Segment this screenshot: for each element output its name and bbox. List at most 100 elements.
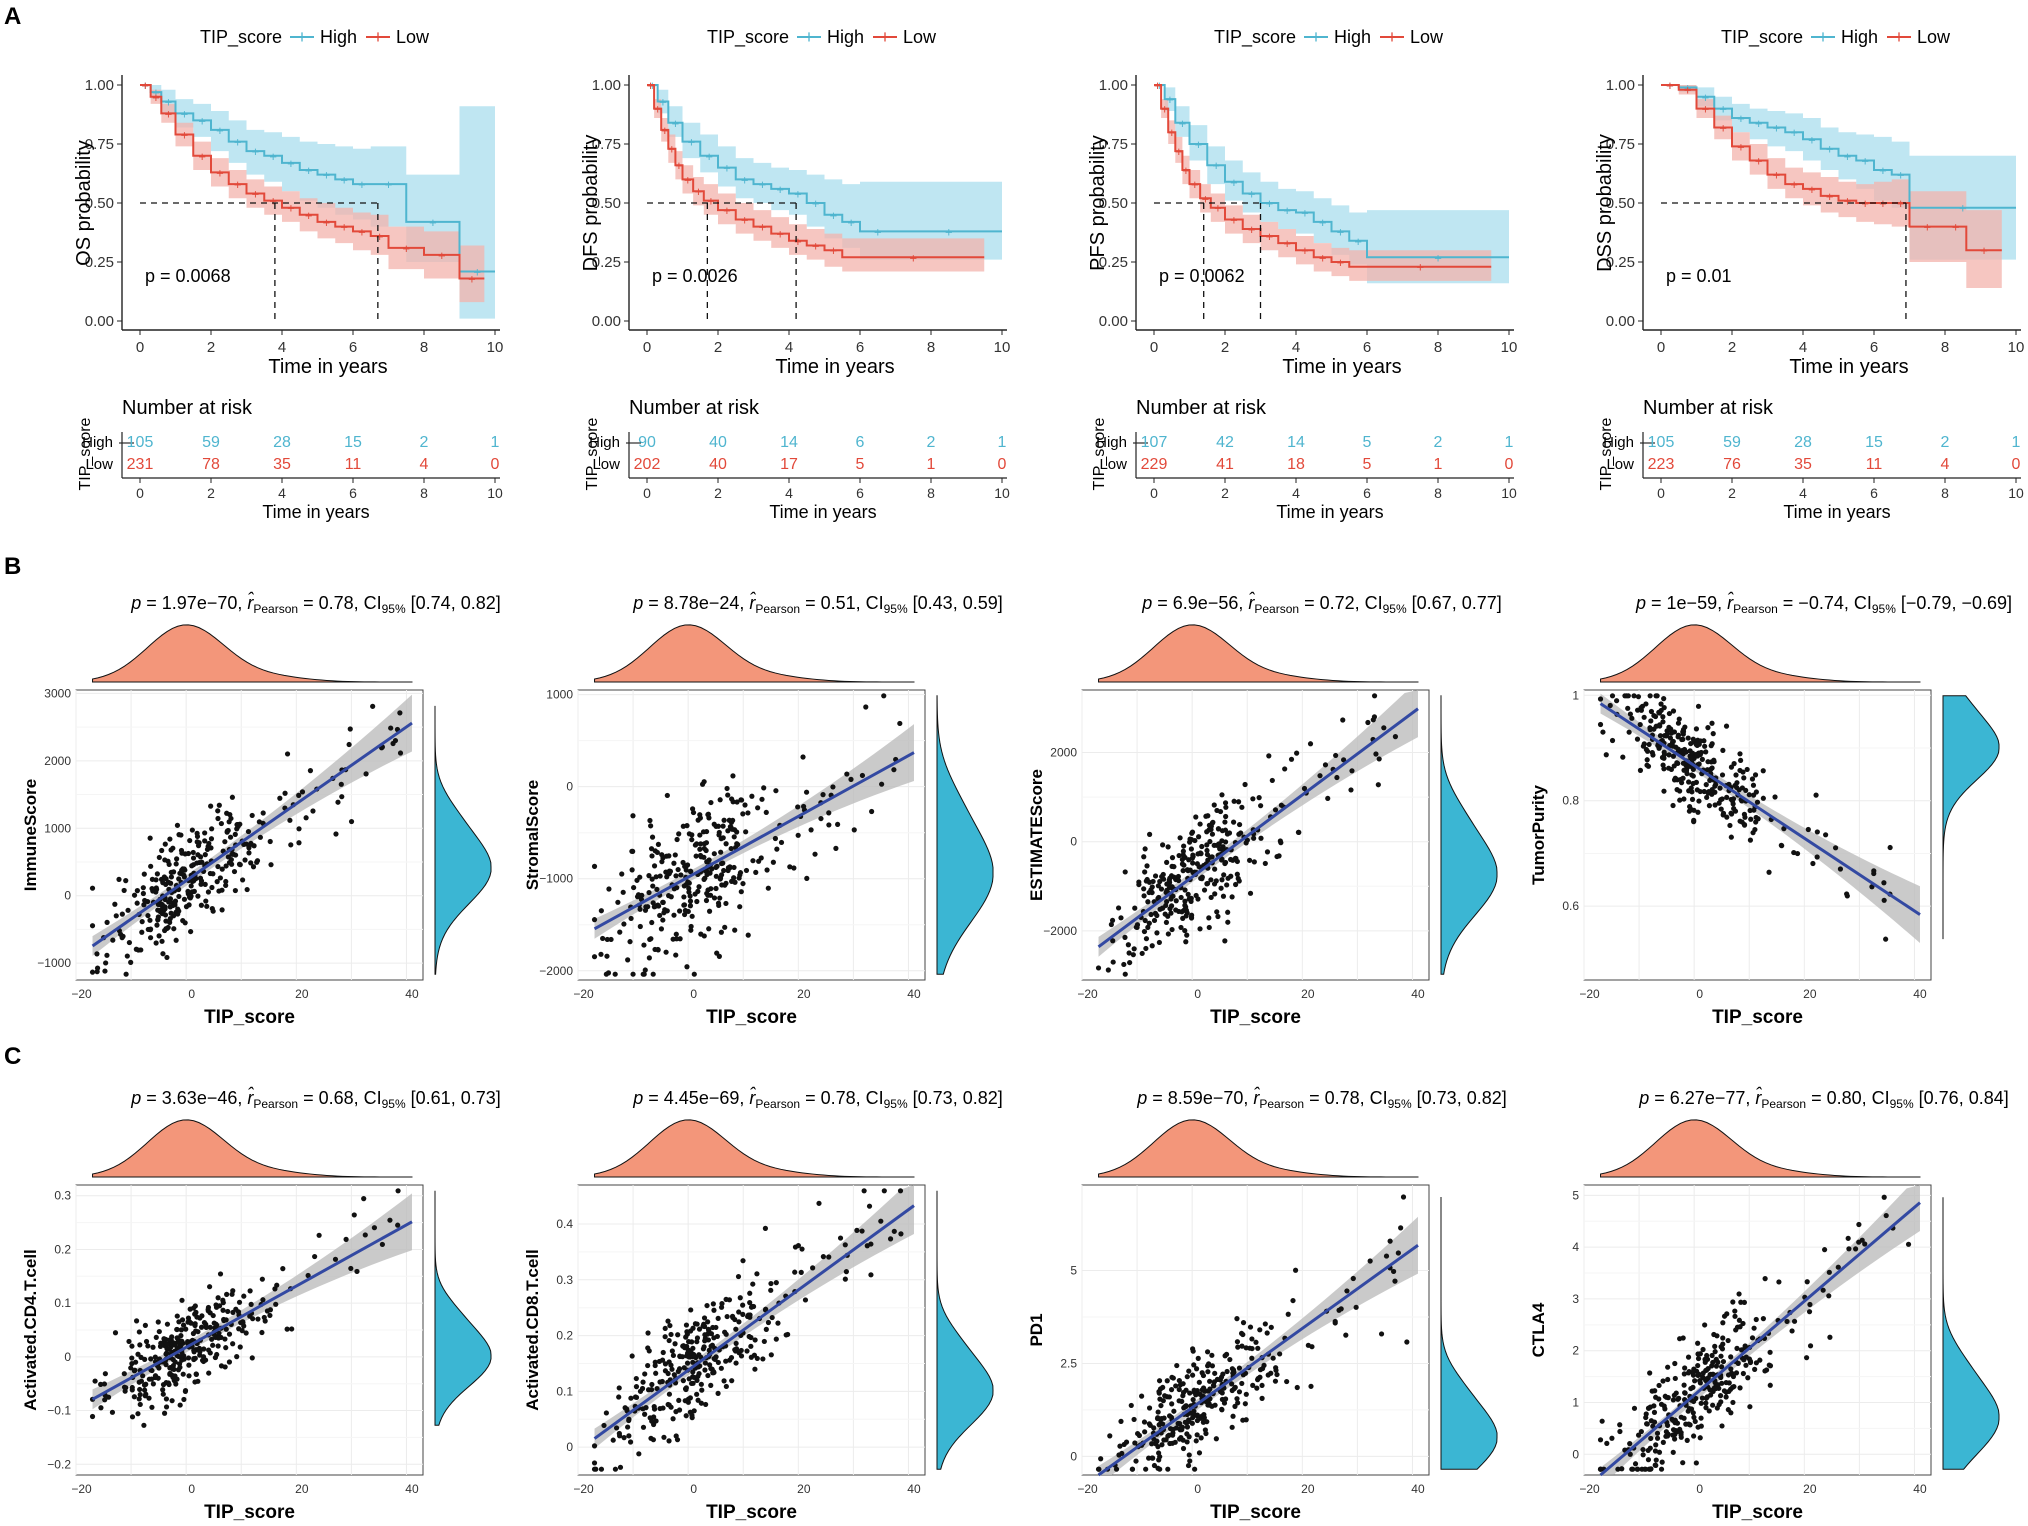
data-point: [1699, 1395, 1705, 1401]
risk-x-tick-label: 0: [643, 485, 651, 501]
high-censor-mark: +: [1230, 175, 1238, 190]
data-point: [160, 1391, 166, 1397]
data-point: [633, 1384, 640, 1390]
low-censor-mark: +: [707, 194, 715, 209]
data-point: [897, 1188, 904, 1194]
high-censor-mark: +: [340, 172, 348, 187]
data-point: [1145, 899, 1151, 905]
data-point: [1725, 1337, 1731, 1344]
r-subscript: Pearson: [253, 602, 298, 616]
data-point: [816, 1200, 822, 1206]
data-point: [208, 836, 215, 842]
data-point: [649, 853, 655, 859]
data-point: [647, 936, 653, 943]
data-point: [732, 879, 738, 885]
data-point: [1631, 1405, 1638, 1411]
data-point: [168, 869, 174, 875]
data-point: [156, 1365, 162, 1371]
data-point: [1713, 1385, 1719, 1392]
p-value: = 1e−59,: [1646, 593, 1727, 613]
data-point: [230, 1341, 236, 1347]
data-point: [1282, 766, 1288, 772]
data-point: [1684, 771, 1690, 777]
data-point: [1146, 1405, 1153, 1411]
data-point: [1738, 757, 1744, 764]
data-point: [1629, 715, 1635, 721]
data-point: [694, 1377, 700, 1383]
data-point: [1258, 835, 1264, 841]
data-point: [124, 953, 130, 959]
data-point: [1728, 810, 1734, 816]
data-point: [1191, 1408, 1197, 1414]
legend-low-label: Low: [1410, 27, 1444, 47]
data-point: [153, 885, 159, 891]
x-tick-label: 40: [1411, 987, 1425, 1001]
data-point: [673, 936, 680, 942]
data-point: [717, 797, 723, 803]
data-point: [1645, 1447, 1651, 1454]
data-point: [197, 1349, 203, 1355]
data-point: [613, 1425, 620, 1431]
data-point: [1692, 1418, 1698, 1425]
data-point: [667, 868, 674, 874]
low-censor-mark: +: [1755, 154, 1763, 169]
data-point: [649, 1381, 655, 1388]
data-point: [267, 838, 273, 845]
sc-purity-group: p = 1e−59, r̂Pearson = −0.74, CI95% [−0.…: [1529, 592, 2012, 1028]
data-point: [89, 969, 96, 975]
data-point: [1131, 1416, 1137, 1423]
data-point: [690, 1325, 696, 1331]
legend-high-plus-icon: +: [297, 27, 308, 47]
data-point: [1179, 1427, 1185, 1433]
risk-axis-title: TIP_score: [584, 417, 601, 490]
data-point: [1222, 1396, 1229, 1402]
data-point: [1173, 1383, 1179, 1389]
data-point: [388, 725, 394, 731]
data-point: [1182, 1419, 1188, 1425]
p-value: = 8.78e−24,: [643, 593, 749, 613]
data-point: [634, 894, 641, 900]
data-point: [1734, 1345, 1740, 1351]
data-point: [675, 1368, 681, 1374]
data-point: [1149, 943, 1155, 949]
data-point: [1643, 1414, 1649, 1421]
data-point: [680, 859, 686, 866]
data-point: [891, 1228, 897, 1234]
x-tick-label: −20: [573, 1482, 594, 1496]
y-tick-label: 0.50: [592, 195, 621, 212]
data-point: [1199, 1387, 1205, 1393]
data-point: [666, 1337, 672, 1344]
data-point: [1630, 1466, 1636, 1472]
high-censor-mark: +: [812, 196, 820, 211]
low-survival-curve: [1661, 84, 2002, 252]
high-censor-mark: +: [1755, 116, 1763, 131]
data-point: [1652, 1388, 1658, 1394]
data-point: [1644, 757, 1650, 763]
data-point: [647, 817, 653, 824]
data-point: [706, 908, 713, 914]
data-point: [1392, 734, 1399, 740]
risk-high-count: 28: [1794, 434, 1812, 451]
data-point: [201, 1320, 208, 1326]
low-censor-mark: +: [741, 213, 749, 228]
data-point: [164, 1350, 170, 1356]
data-point: [664, 874, 670, 880]
data-point: [223, 863, 229, 869]
data-point: [724, 1313, 730, 1320]
data-point: [673, 873, 679, 879]
data-point: [1219, 828, 1226, 834]
ci-subscript: 95%: [382, 1097, 406, 1111]
data-point: [1753, 1360, 1759, 1366]
high-censor-mark: +: [1844, 149, 1852, 164]
data-point: [203, 1324, 210, 1330]
stats-title: p = 6.27e−77, r̂Pearson = 0.80, CI95% [0…: [1638, 1087, 2008, 1111]
y-axis-title: DFS probability: [580, 135, 602, 272]
data-point: [1660, 1439, 1666, 1446]
data-point: [220, 1300, 226, 1306]
data-point: [1644, 748, 1651, 754]
risk-x-tick-label: 2: [1728, 485, 1736, 501]
data-point: [1224, 1368, 1230, 1375]
data-point: [240, 1320, 246, 1326]
low-censor-mark: +: [1702, 102, 1710, 117]
